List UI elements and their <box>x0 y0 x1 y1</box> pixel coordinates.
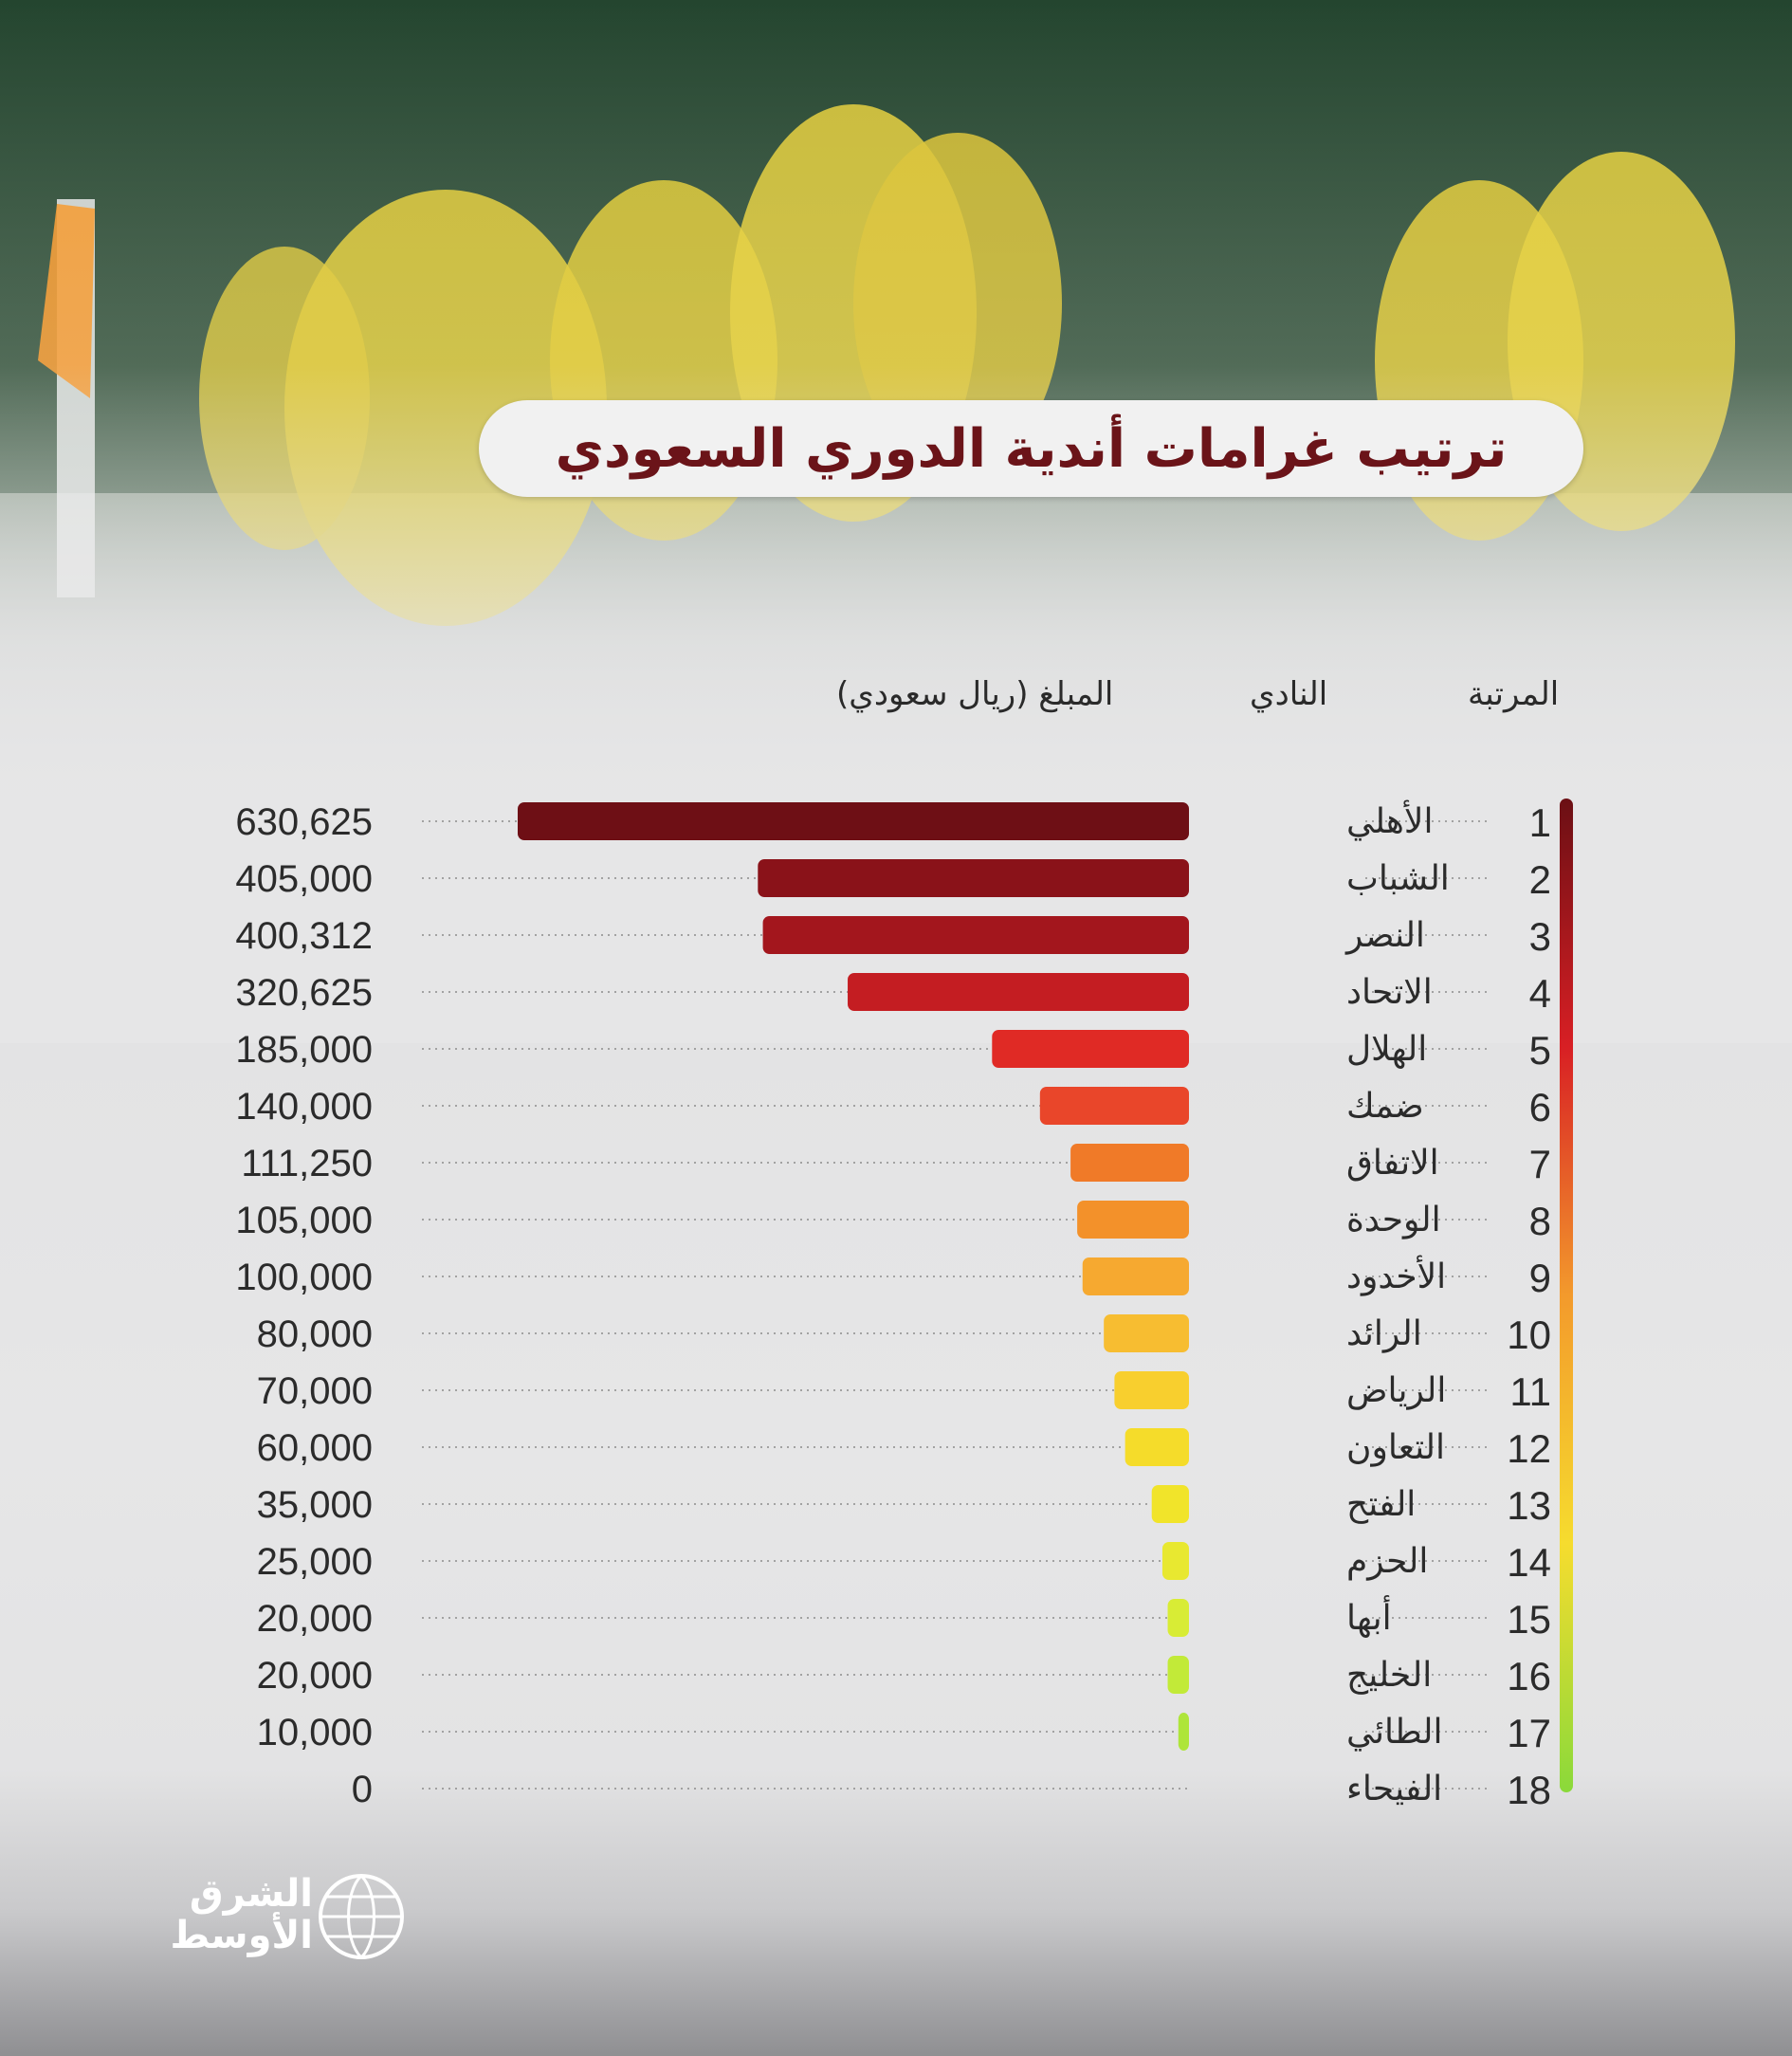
bar <box>1082 1257 1189 1295</box>
value-label: 405,000 <box>235 858 373 900</box>
bar <box>1151 1485 1189 1523</box>
rank-label: 18 <box>1507 1768 1551 1812</box>
club-label: التعاون <box>1346 1428 1445 1467</box>
club-label: الطائي <box>1346 1713 1443 1752</box>
bar <box>1070 1144 1189 1182</box>
club-label: أبها <box>1346 1595 1392 1638</box>
club-header: النادي <box>1250 675 1328 713</box>
club-label: الوحدة <box>1346 1201 1441 1239</box>
bar <box>1039 1087 1189 1125</box>
rank-label: 12 <box>1507 1426 1551 1471</box>
value-label: 105,000 <box>235 1200 373 1241</box>
value-label: 185,000 <box>235 1029 373 1071</box>
bar <box>1178 1713 1189 1751</box>
rank-header: المرتبة <box>1468 675 1560 713</box>
rank-label: 1 <box>1529 800 1551 845</box>
value-label: 400,312 <box>235 915 373 957</box>
club-label: الرياض <box>1346 1371 1446 1410</box>
value-label: 70,000 <box>257 1370 373 1412</box>
club-label: الأخدود <box>1346 1255 1446 1296</box>
club-label: الفتح <box>1346 1485 1416 1524</box>
rank-label: 7 <box>1529 1142 1551 1186</box>
club-label: الأهلي <box>1346 799 1433 841</box>
value-label: 320,625 <box>235 972 373 1014</box>
club-label: الحزم <box>1346 1542 1428 1581</box>
rank-label: 11 <box>1509 1369 1551 1414</box>
rank-label: 2 <box>1529 857 1551 902</box>
brand-line1: الشرق <box>189 1872 313 1916</box>
value-label: 0 <box>352 1769 373 1810</box>
brand-logo: الشرق الأوسط <box>161 1873 408 1968</box>
club-label: الخليج <box>1346 1656 1432 1695</box>
globe-icon <box>319 1874 404 1959</box>
brand-line2: الأوسط <box>170 1914 313 1957</box>
rank-label: 9 <box>1529 1256 1551 1300</box>
rank-label: 4 <box>1529 971 1551 1016</box>
club-label: الشباب <box>1346 859 1450 898</box>
value-label: 80,000 <box>257 1313 373 1355</box>
club-label: الرائد <box>1346 1314 1422 1353</box>
bar <box>1161 1542 1189 1580</box>
amount-header: المبلغ (ريال سعودي) <box>836 675 1114 713</box>
bar <box>1077 1201 1189 1239</box>
brand-text: الشرق الأوسط <box>161 1873 313 1956</box>
bar <box>762 916 1189 954</box>
bar <box>1167 1599 1189 1637</box>
rank-label: 15 <box>1507 1597 1551 1642</box>
bar <box>1125 1428 1189 1466</box>
value-label: 630,625 <box>235 801 373 843</box>
rank-label: 17 <box>1507 1711 1551 1755</box>
chart-title: ترتيب غرامات أندية الدوري السعودي <box>555 417 1508 480</box>
value-label: 20,000 <box>257 1655 373 1697</box>
title-banner: ترتيب غرامات أندية الدوري السعودي <box>479 400 1583 497</box>
rank-label: 5 <box>1529 1028 1551 1073</box>
club-label: الاتفاق <box>1346 1144 1439 1183</box>
value-label: 10,000 <box>257 1712 373 1753</box>
rank-label: 14 <box>1507 1540 1551 1585</box>
bar <box>1114 1371 1189 1409</box>
value-label: 35,000 <box>257 1484 373 1526</box>
value-label: 25,000 <box>257 1541 373 1583</box>
bar <box>758 859 1189 897</box>
club-label: ضمك <box>1346 1087 1424 1126</box>
bar <box>1104 1314 1189 1352</box>
rank-label: 16 <box>1507 1654 1551 1698</box>
club-label: النصر <box>1344 916 1425 955</box>
bar <box>848 973 1189 1011</box>
value-label: 20,000 <box>257 1598 373 1640</box>
bar <box>1167 1656 1189 1694</box>
value-label: 140,000 <box>235 1086 373 1128</box>
value-label: 60,000 <box>257 1427 373 1469</box>
rank-gradient-bar <box>1560 799 1573 1792</box>
rank-label: 8 <box>1529 1199 1551 1243</box>
rank-label: 6 <box>1529 1085 1551 1129</box>
bar <box>518 802 1189 840</box>
rank-label: 10 <box>1507 1313 1551 1357</box>
value-label: 100,000 <box>235 1257 373 1298</box>
club-label: الاتحاد <box>1346 973 1433 1012</box>
rank-label: 3 <box>1529 914 1551 959</box>
club-label: الفيحاء <box>1346 1770 1442 1808</box>
club-label: الهلال <box>1346 1030 1427 1069</box>
bar <box>992 1030 1189 1068</box>
value-label: 111,250 <box>241 1143 373 1184</box>
rank-label: 13 <box>1507 1483 1551 1528</box>
